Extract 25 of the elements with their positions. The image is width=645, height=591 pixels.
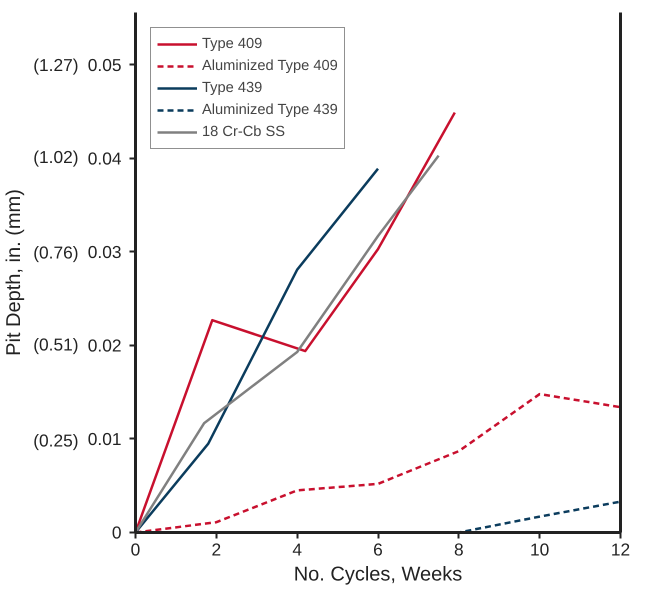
- y-tick-label: 0.05: [88, 54, 122, 75]
- y2-axis-title: Pit Depth, in. (mm): [3, 189, 26, 356]
- x-axis-title: No. Cycles, Weeks: [294, 564, 462, 586]
- y-tick-label: 0: [112, 522, 122, 542]
- x-tick-label: 6: [373, 540, 383, 560]
- legend-label: 18 Cr-Cb SS: [202, 124, 286, 140]
- y2-tick-label: (1.02): [33, 146, 79, 167]
- y-tick-label: 0.04: [88, 148, 122, 168]
- x-tick-label: 12: [610, 540, 630, 560]
- y2-tick-label: (0.25): [33, 430, 79, 450]
- y2-tick-label: (0.76): [33, 242, 79, 263]
- x-tick-label: 0: [130, 540, 140, 560]
- legend-label: Type 409: [202, 36, 262, 52]
- y-tick-label: 0.03: [88, 242, 122, 262]
- y-tick-label: 0.02: [88, 335, 122, 356]
- x-tick-label: 10: [530, 540, 550, 560]
- legend-label: Aluminized Type 409: [202, 58, 338, 74]
- legend-label: Aluminized Type 439: [202, 102, 338, 118]
- y2-tick-label: (1.27): [33, 54, 79, 75]
- y2-tick-label: (0.51): [33, 334, 79, 355]
- legend-label: Type 439: [202, 80, 262, 96]
- x-tick-label: 8: [454, 540, 464, 560]
- x-tick-label: 2: [212, 540, 222, 560]
- x-tick-label: 4: [292, 540, 302, 560]
- y-tick-label: 0.01: [88, 428, 122, 449]
